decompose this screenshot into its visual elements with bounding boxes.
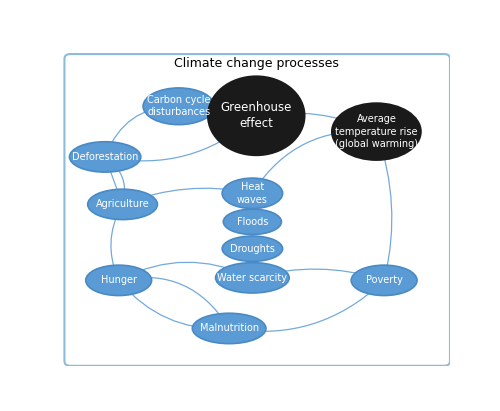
FancyArrowPatch shape	[234, 282, 382, 332]
Ellipse shape	[208, 76, 304, 155]
Ellipse shape	[351, 265, 417, 296]
FancyArrowPatch shape	[106, 161, 122, 202]
Ellipse shape	[70, 142, 141, 172]
Text: Water scarcity: Water scarcity	[218, 273, 288, 283]
FancyArrowPatch shape	[250, 252, 254, 274]
Ellipse shape	[88, 189, 158, 219]
FancyArrowPatch shape	[122, 262, 250, 278]
Text: Carbon cycle
disturbances: Carbon cycle disturbances	[147, 95, 210, 118]
Ellipse shape	[332, 103, 421, 160]
FancyArrowPatch shape	[182, 107, 252, 119]
Text: Hunger: Hunger	[100, 275, 136, 285]
FancyArrowPatch shape	[259, 113, 372, 130]
Text: Climate change processes: Climate change processes	[174, 57, 338, 70]
Ellipse shape	[86, 265, 152, 296]
Ellipse shape	[224, 209, 282, 234]
FancyArrowPatch shape	[123, 277, 228, 326]
Text: Deforestation: Deforestation	[72, 152, 138, 162]
FancyArrowPatch shape	[255, 269, 380, 280]
FancyArrowPatch shape	[254, 131, 374, 190]
FancyArrowPatch shape	[106, 104, 174, 155]
FancyArrowPatch shape	[378, 134, 392, 276]
Text: Greenhouse
effect: Greenhouse effect	[220, 101, 292, 130]
Ellipse shape	[222, 178, 282, 208]
Ellipse shape	[143, 88, 214, 125]
Ellipse shape	[222, 236, 282, 261]
FancyArrowPatch shape	[108, 118, 253, 161]
Ellipse shape	[216, 263, 289, 293]
Text: Malnutrition: Malnutrition	[200, 323, 258, 333]
Text: Floods: Floods	[236, 217, 268, 227]
FancyArrowPatch shape	[250, 224, 254, 245]
FancyArrowPatch shape	[108, 159, 126, 200]
FancyBboxPatch shape	[64, 54, 450, 366]
Text: Average
temperature rise
(global warming): Average temperature rise (global warming…	[335, 114, 418, 149]
FancyArrowPatch shape	[111, 208, 120, 278]
Text: Droughts: Droughts	[230, 244, 275, 254]
Text: Agriculture: Agriculture	[96, 199, 150, 209]
Ellipse shape	[192, 313, 266, 344]
Text: Poverty: Poverty	[366, 275, 403, 285]
FancyArrowPatch shape	[120, 282, 225, 331]
FancyArrowPatch shape	[250, 196, 254, 217]
Text: Heat
waves: Heat waves	[237, 182, 268, 205]
FancyArrowPatch shape	[125, 188, 248, 203]
